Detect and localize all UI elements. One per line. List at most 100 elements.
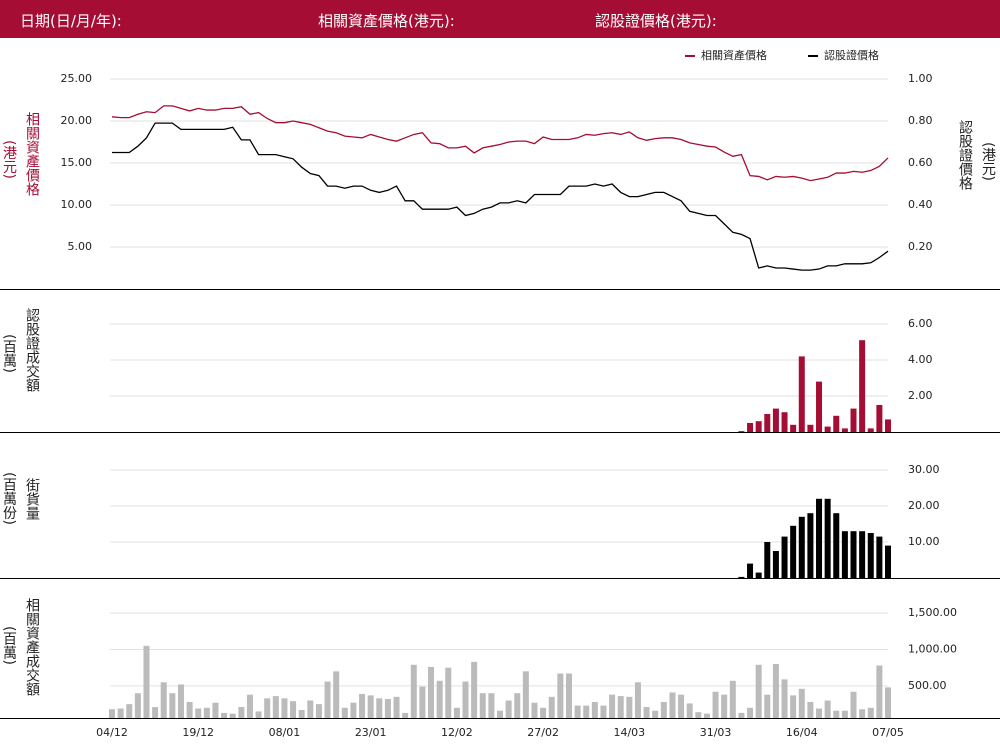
y-axis-label: 街貨量 (24, 478, 40, 520)
y2-tick-label: 0.40 (908, 198, 933, 211)
underlying-label: 相關資產價格(港元): (318, 12, 455, 30)
x-tick-label: 12/02 (441, 726, 473, 739)
bar (781, 412, 788, 432)
y2-axis-unit: (港元) (980, 142, 996, 181)
bar (772, 408, 779, 432)
bar (350, 702, 357, 718)
bar (885, 419, 891, 432)
y-tick-label: 6.00 (908, 317, 933, 330)
bar (747, 563, 754, 578)
bar (488, 693, 495, 718)
bar (583, 705, 590, 718)
bar (134, 693, 141, 718)
y-tick-label: 1,500.00 (908, 606, 957, 619)
bar (522, 671, 529, 718)
bar (798, 356, 805, 432)
bar (876, 405, 883, 432)
bar (764, 542, 771, 578)
y-tick-label: 10.00 (908, 535, 940, 548)
series-line (111, 105, 889, 182)
bar (221, 712, 228, 718)
bar (712, 691, 719, 718)
date-label: 日期(日/月/年): (20, 12, 122, 30)
bar (341, 707, 348, 718)
bar (738, 576, 745, 578)
bar (445, 667, 452, 718)
bar (850, 531, 857, 578)
bar (764, 414, 771, 432)
y-axis-label: 相關資產成交額 (24, 598, 40, 696)
bar (876, 536, 883, 578)
bar (324, 681, 331, 718)
bar (747, 707, 754, 718)
bar (419, 686, 426, 718)
bar (574, 705, 581, 718)
bar (695, 712, 702, 718)
bar (885, 687, 891, 718)
bar (824, 700, 831, 718)
bar (807, 701, 814, 718)
y-tick-label: 25.00 (61, 72, 93, 85)
bar (479, 693, 486, 718)
bar (867, 707, 874, 718)
bar (428, 666, 435, 718)
bar (721, 694, 728, 718)
x-tick-label: 27/02 (527, 726, 559, 739)
bar (841, 428, 848, 432)
bar (238, 707, 245, 718)
bar (738, 431, 745, 432)
bar (669, 692, 676, 718)
bar (634, 682, 641, 718)
y-axis-unit: (港元) (1, 140, 17, 179)
bar (186, 701, 193, 718)
y-tick-label: 20.00 (61, 114, 93, 127)
bar (755, 664, 762, 718)
bar (867, 428, 874, 432)
bar (885, 545, 891, 578)
bar (807, 513, 814, 578)
bar (643, 707, 650, 718)
x-tick-label: 04/12 (96, 726, 128, 739)
bar (367, 695, 374, 718)
bar (790, 695, 797, 718)
header-bar: 日期(日/月/年): 相關資產價格(港元): 認股證價格(港元): (0, 0, 1000, 38)
bar (393, 696, 400, 718)
y2-tick-label: 0.80 (908, 114, 933, 127)
bar (471, 661, 478, 718)
bar (859, 531, 866, 578)
bar (160, 682, 167, 718)
bar (798, 516, 805, 578)
y-axis-unit: (百萬份) (1, 472, 17, 525)
bar (384, 699, 391, 718)
bar (229, 713, 236, 718)
y-tick-label: 15.00 (61, 156, 93, 169)
x-tick-label: 07/05 (872, 726, 904, 739)
bar (109, 709, 115, 718)
bar (781, 679, 788, 718)
bar (402, 712, 409, 718)
bar (747, 423, 754, 432)
x-tick-label: 14/03 (613, 726, 645, 739)
bar (678, 694, 685, 718)
bar (264, 698, 271, 718)
bar (531, 702, 538, 718)
bar (738, 712, 745, 718)
bar (833, 513, 840, 578)
bar (833, 415, 840, 432)
bar (850, 408, 857, 432)
y-tick-label: 4.00 (908, 353, 933, 366)
bar (816, 498, 823, 578)
bar (755, 421, 762, 432)
bar (505, 700, 512, 718)
y-axis-label: 認股證成交額 (24, 308, 40, 392)
bar (824, 498, 831, 578)
bar (686, 703, 693, 718)
legend-label: 認股證價格 (824, 48, 879, 62)
bar (807, 424, 814, 432)
bar (772, 551, 779, 578)
y2-tick-label: 1.00 (908, 72, 933, 85)
bar (540, 707, 547, 718)
bar (453, 707, 460, 718)
bar (798, 688, 805, 718)
